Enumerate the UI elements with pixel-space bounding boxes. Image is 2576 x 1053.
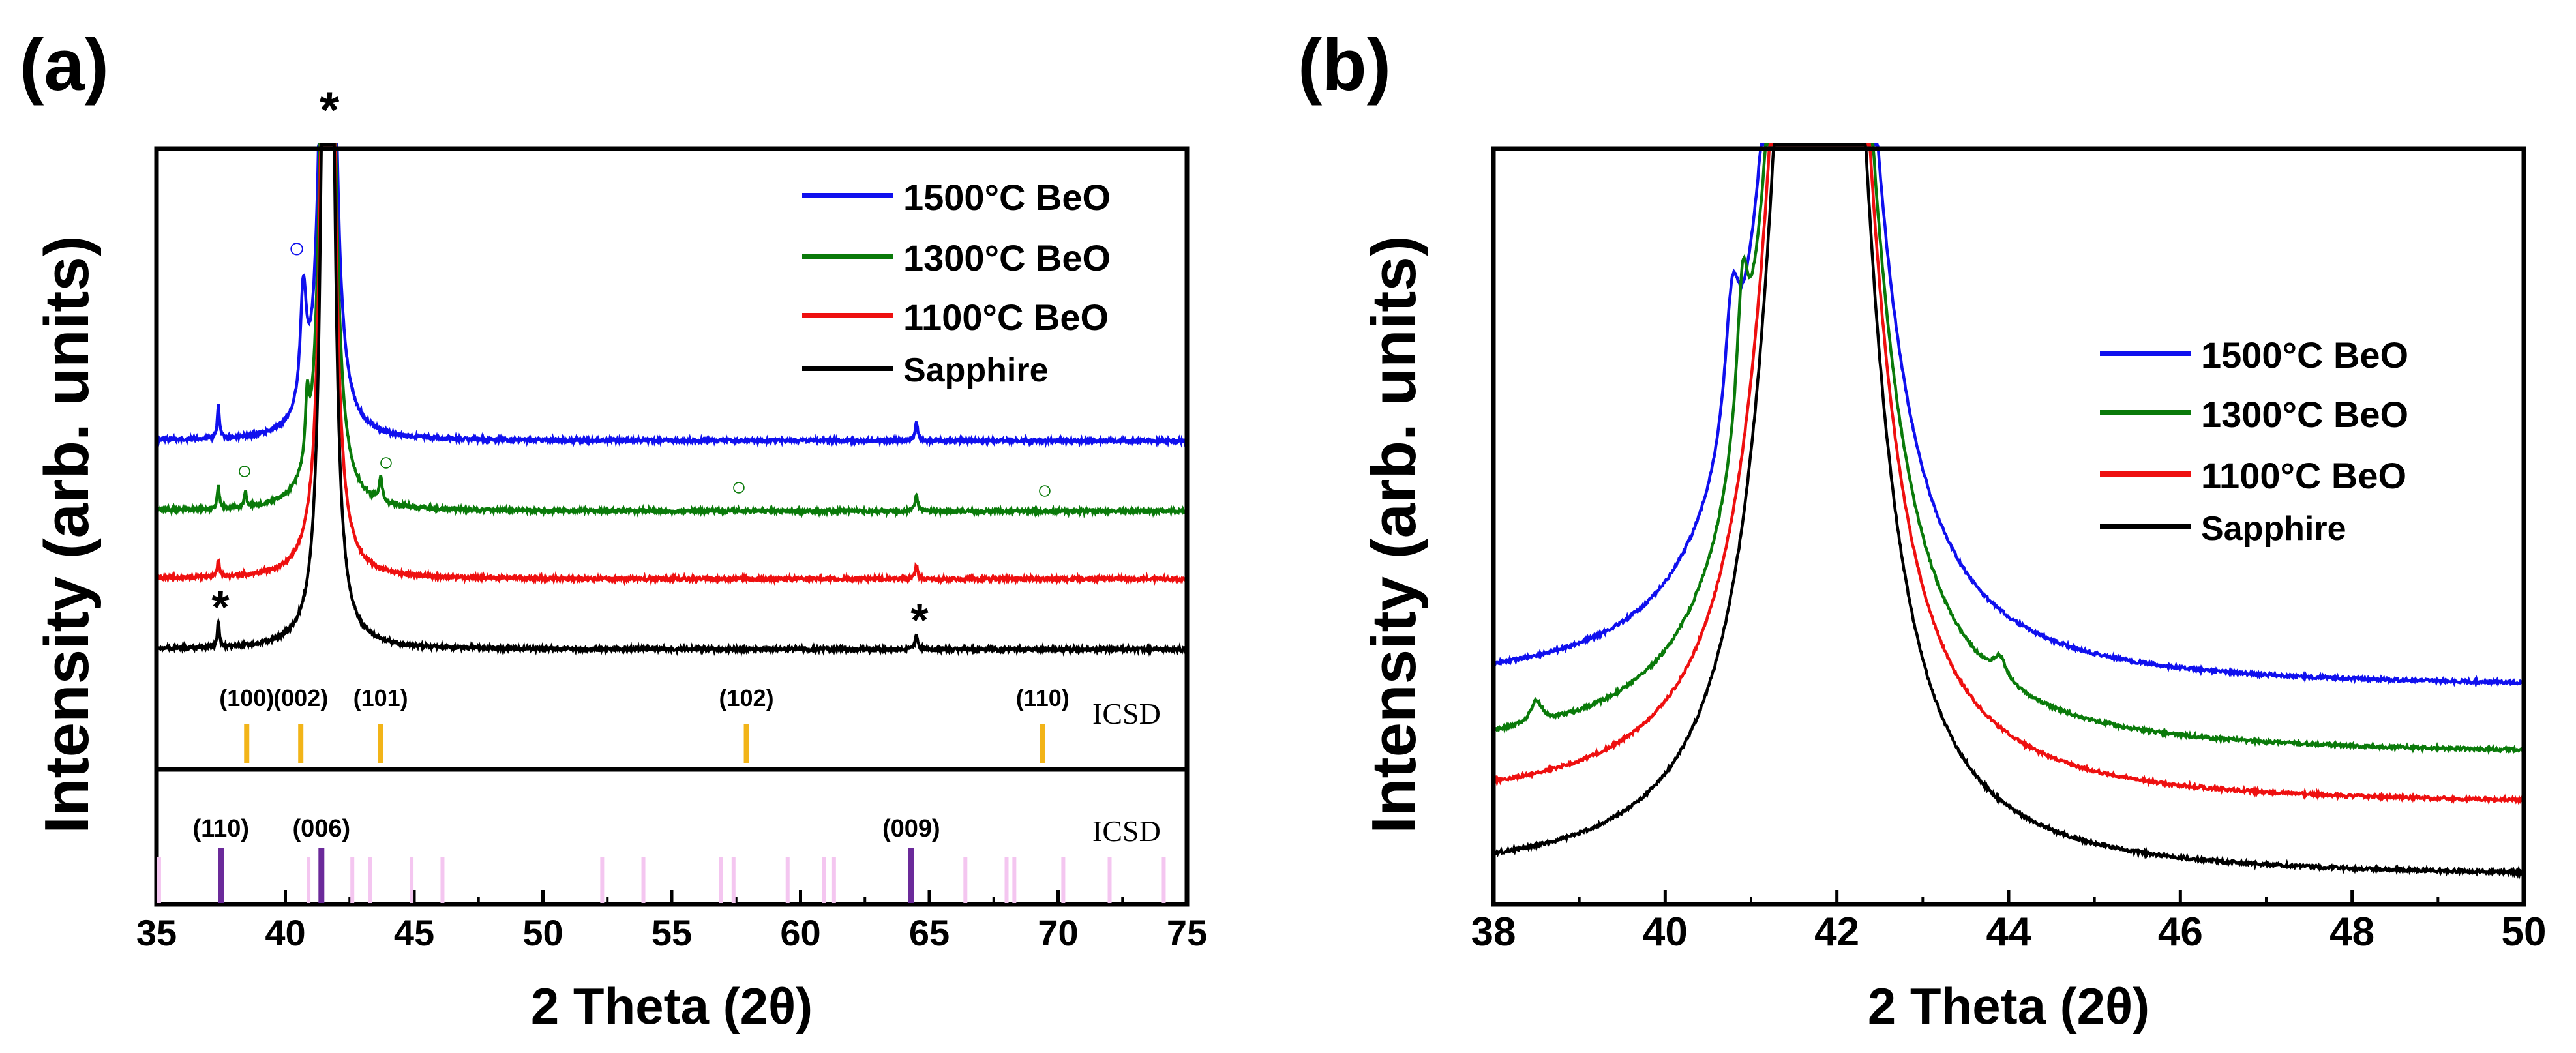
b-xtick-label: 50 [2502, 910, 2547, 955]
marker-circle-1300-c: ○ [731, 473, 747, 501]
a-xtick-label: 50 [522, 912, 563, 953]
marker-circle-1300-b: ○ [378, 448, 394, 477]
a-xtick-label: 70 [1038, 912, 1078, 953]
beo-ref-hkl: (102) [719, 685, 774, 711]
b-xtick-label: 40 [1643, 910, 1688, 955]
beo-ref-hkl: (101) [353, 685, 408, 711]
marker-star-main: * [320, 81, 340, 138]
panel-b-plot-area [1491, 143, 2526, 880]
panel-b-x-ticks: 38 40 42 44 46 48 50 [1471, 890, 2547, 955]
marker-circle-1300-d: ○ [1037, 476, 1053, 505]
al2o3-ref-hkl: (110) [192, 815, 249, 842]
panel-b: (b) Intensity (arb. units) 38 40 42 44 46 48 5… [1298, 24, 2546, 1035]
series-b-1100 [1491, 143, 2526, 806]
beo-ref-hkl: (002) [273, 685, 328, 711]
beo-ref-hkl: (110) [1016, 685, 1070, 711]
legend-b-label-sapphire: Sapphire [2201, 510, 2346, 548]
a-xtick-label: 35 [136, 912, 177, 953]
panel-a-plot-area [155, 143, 1188, 657]
panel-a-ylabel: Intensity (arb. units) [32, 235, 102, 833]
marker-star-right: * [910, 595, 929, 645]
a-xtick-label: 40 [265, 912, 305, 953]
beo-ref-source-label: ICSD [1092, 697, 1161, 730]
panel-b-legend: 1500°C BeO 1300°C BeO 1100°C BeO Sapphir… [2100, 334, 2408, 548]
series-b-1300 [1491, 143, 2526, 756]
al2o3-ref-source-label: ICSD [1092, 814, 1161, 848]
series-b-sapphire [1493, 143, 2526, 880]
beo-ref-hkl: (100) [219, 685, 274, 711]
legend-a-label-sapphire: Sapphire [903, 351, 1049, 389]
a-xtick-label: 65 [909, 912, 950, 953]
panel-b-ylabel: Intensity (arb. units) [1359, 235, 1429, 833]
panel-a-legend: 1500°C BeO 1300°C BeO 1100°C BeO Sapphir… [802, 177, 1111, 389]
panel-b-xlabel: 2 Theta (2θ) [1868, 977, 2149, 1035]
al2o3-ref-hkl: (009) [882, 815, 940, 842]
panel-a-x-ticks: 35 40 45 50 55 60 65 70 75 [136, 890, 1207, 953]
b-xtick-label: 38 [1471, 910, 1516, 955]
legend-a-label-1100: 1100°C BeO [903, 297, 1109, 338]
b-xtick-label: 46 [2158, 910, 2203, 955]
a-xtick-label: 45 [394, 912, 434, 953]
legend-b-label-1500: 1500°C BeO [2201, 334, 2408, 376]
al2o3-ref-hkl: (006) [292, 815, 350, 842]
a-xtick-label: 75 [1167, 912, 1207, 953]
legend-b-label-1300: 1300°C BeO [2201, 394, 2408, 435]
legend-a-label-1500: 1500°C BeO [903, 177, 1111, 218]
a-xtick-label: 60 [780, 912, 820, 953]
legend-b-label-1100: 1100°C BeO [2201, 455, 2406, 496]
panel-a-beo-reference: (100)(002) (101) (102) (110) [219, 685, 1070, 763]
b-xtick-label: 44 [1986, 910, 2031, 955]
a-xtick-label: 55 [651, 912, 692, 953]
marker-circle-1500: ○ [288, 232, 306, 264]
marker-circle-1300-a: ○ [237, 456, 252, 485]
legend-a-label-1300: 1300°C BeO [903, 237, 1111, 278]
panel-a-al2o3-reference: (110) (006) (009) [157, 815, 1166, 903]
b-xtick-label: 48 [2329, 910, 2374, 955]
panel-b-label: (b) [1298, 24, 1391, 106]
series-a-sapphire [155, 143, 1188, 657]
series-b-1500 [1492, 143, 2524, 689]
panel-a-xlabel: 2 Theta (2θ) [531, 977, 813, 1035]
marker-star-left: * [211, 582, 230, 632]
b-xtick-label: 42 [1814, 910, 1859, 955]
panel-a: (a) Intensity (arb. units) 35 40 45 50 55 60 6… [20, 24, 1207, 1035]
panel-a-label: (a) [20, 24, 109, 106]
panel-a-markers: * ○ ○ ○ ○ ○ * * [211, 81, 1053, 645]
